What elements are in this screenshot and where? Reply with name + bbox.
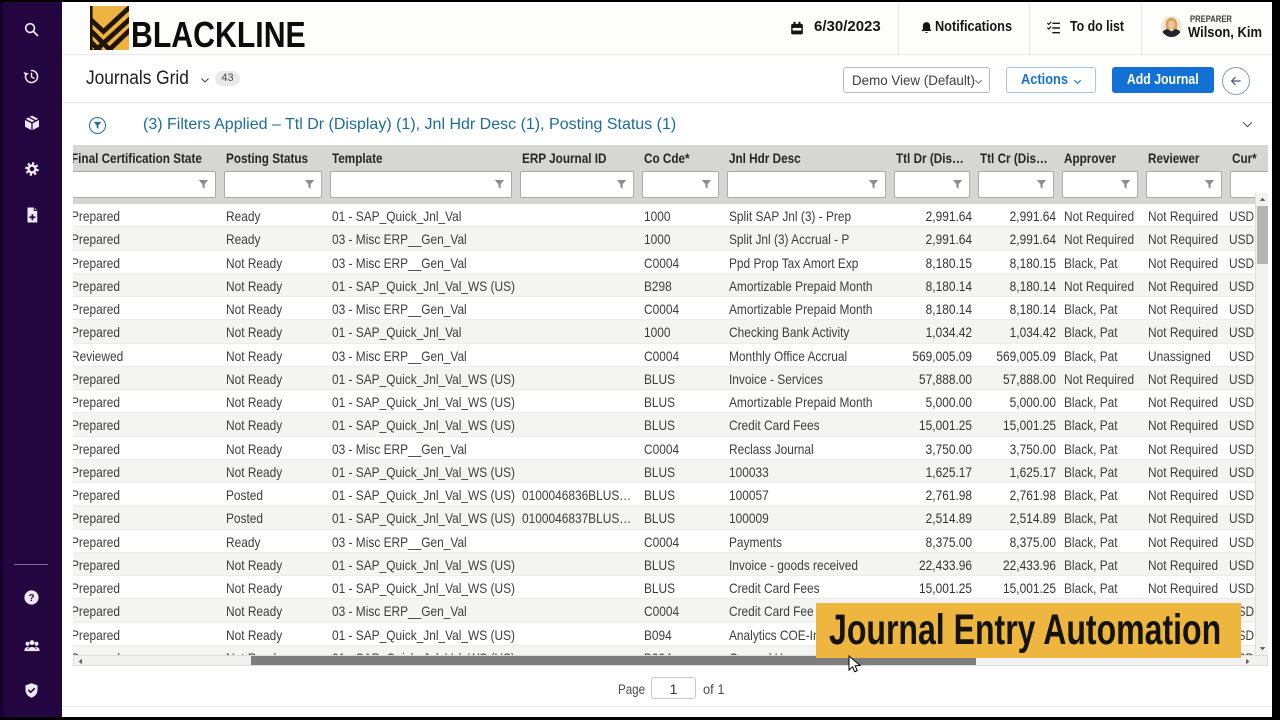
svg-text:?: ?: [28, 593, 34, 604]
